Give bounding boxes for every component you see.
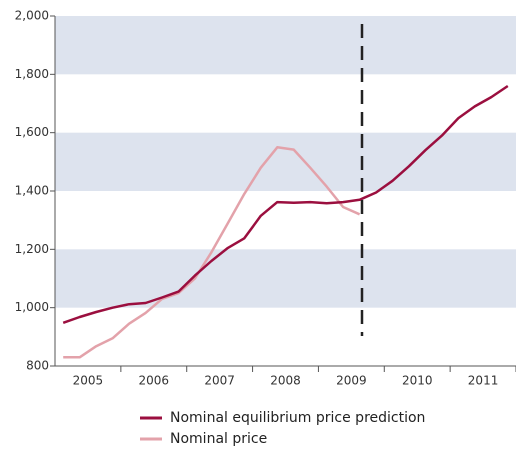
y-tick-label: 1,200 [15,242,49,256]
y-tick-label: 800 [26,359,49,373]
y-tick-label: 2,000 [15,9,49,23]
grid-band [55,132,516,191]
legend-label: Nominal equilibrium price prediction [170,410,425,426]
grid-band [55,249,516,308]
x-tick-label: 2008 [270,374,301,388]
y-tick-label: 1,000 [15,300,49,314]
series-line [63,146,361,359]
x-tick-label: 2009 [336,374,367,388]
y-tick-label: 1,600 [15,125,49,139]
x-tick-label: 2007 [204,374,235,388]
y-tick-label: 1,400 [15,184,49,198]
grid-band [55,16,516,75]
x-tick-label: 2010 [402,374,433,388]
series-line [62,84,509,324]
legend-label: Nominal price [170,431,267,447]
y-tick-label: 1,800 [15,67,49,81]
x-tick-label: 2005 [73,374,104,388]
x-tick-label: 2011 [468,374,499,388]
x-tick-label: 2006 [139,374,170,388]
